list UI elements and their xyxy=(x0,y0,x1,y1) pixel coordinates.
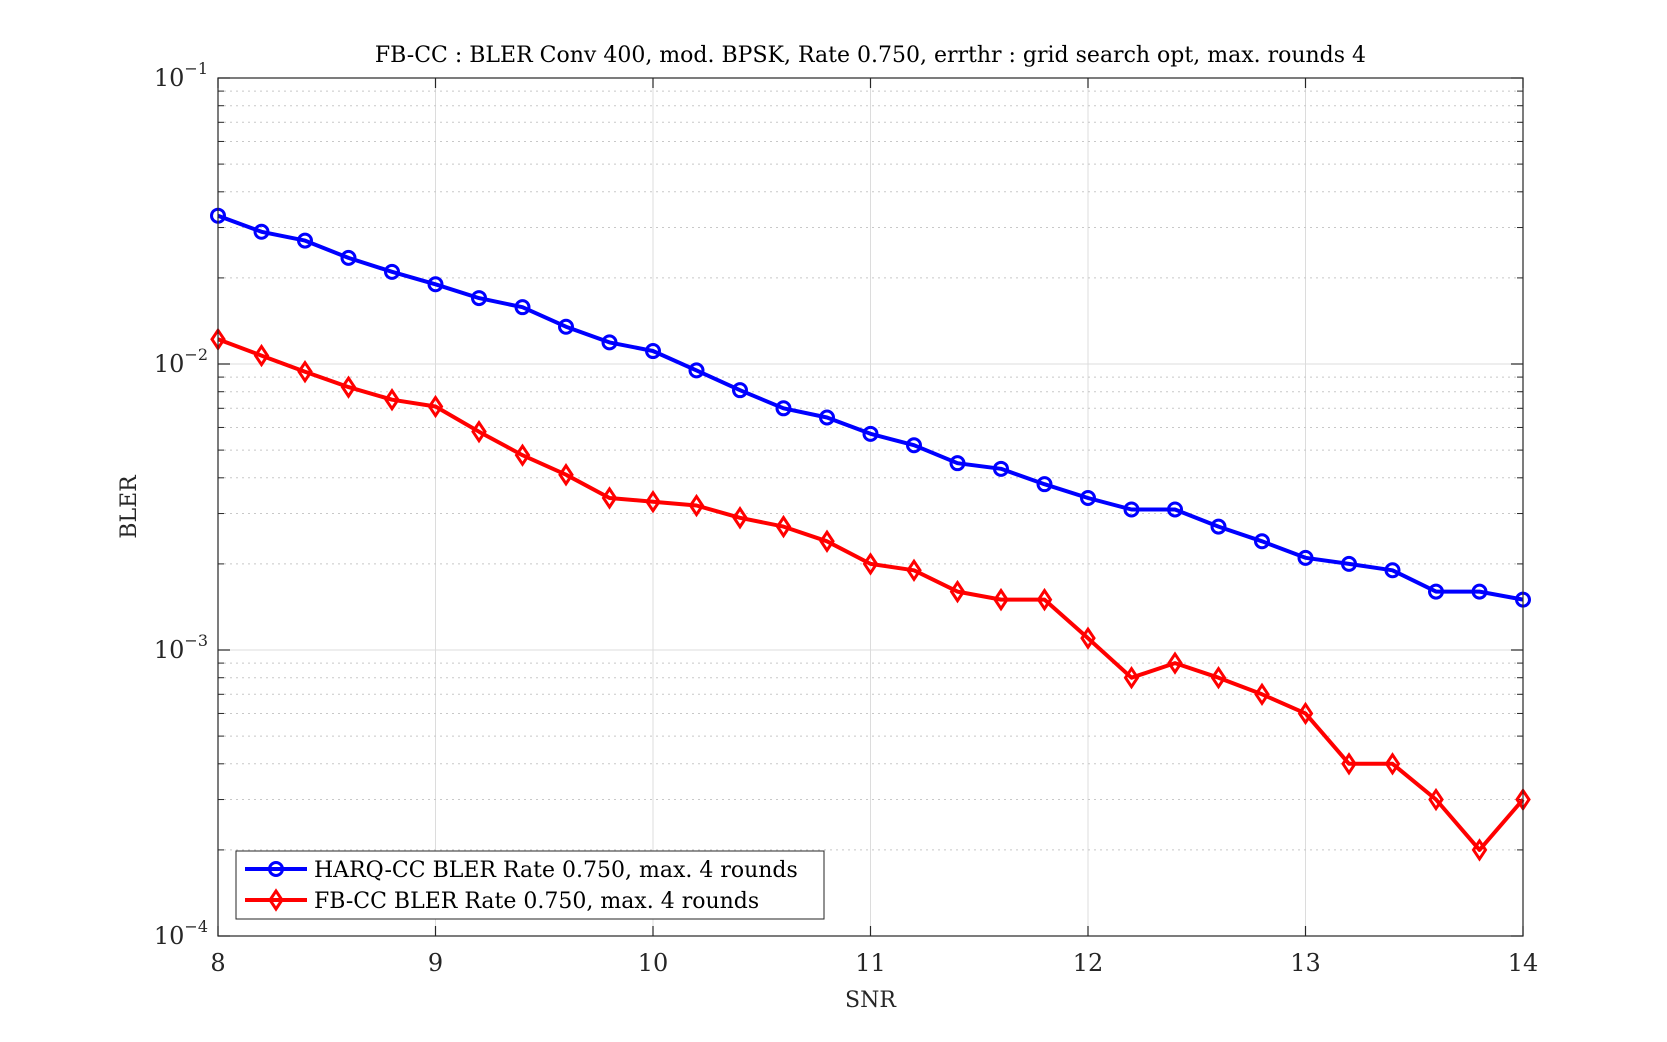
harq-cc-data-point xyxy=(1123,501,1140,518)
harq-cc-data-point xyxy=(1080,489,1096,506)
fb-cc-data-point xyxy=(297,359,313,384)
harq-cc-data-point xyxy=(1384,562,1401,579)
fb-cc-data-point xyxy=(1123,666,1140,690)
x-tick-label: 8 xyxy=(210,949,225,977)
x-axis-label: SNR xyxy=(845,988,897,1013)
series-line-fb-cc xyxy=(217,337,1525,852)
legend: HARQ-CC BLER Rate 0.750, max. 4 rounds F… xyxy=(235,850,825,920)
harq-cc-data-point xyxy=(819,409,835,426)
fb-cc-data-point xyxy=(1428,787,1444,812)
fb-cc-data-point xyxy=(775,514,792,539)
fb-cc-data-point xyxy=(253,343,270,368)
fb-cc-data-point xyxy=(819,529,835,553)
fb-cc-data-point xyxy=(1080,626,1096,650)
x-tick-label: 13 xyxy=(1290,949,1321,977)
harq-cc-data-point xyxy=(949,455,966,472)
fb-cc-data-point xyxy=(601,486,618,510)
fb-cc-data-point xyxy=(1167,651,1183,675)
harq-cc-data-point xyxy=(1341,555,1357,572)
harq-cc-data-point xyxy=(253,223,270,240)
harq-cc-data-point xyxy=(1297,549,1314,566)
fb-cc-data-point xyxy=(906,558,922,582)
harq-cc-data-point xyxy=(775,400,792,417)
harq-cc-data-point xyxy=(601,334,618,351)
x-tick-label: 10 xyxy=(638,949,669,977)
legend-label-harq-cc: HARQ-CC BLER Rate 0.750, max. 4 rounds xyxy=(314,858,798,883)
x-tick-label: 12 xyxy=(1073,949,1104,977)
series-line-harq-cc xyxy=(217,213,1524,602)
legend-entry-harq-cc: HARQ-CC BLER Rate 0.750, max. 4 rounds xyxy=(245,858,798,883)
fb-cc-data-point xyxy=(993,587,1009,612)
fb-cc-data-point xyxy=(688,493,705,518)
harq-cc-data-point xyxy=(340,249,357,266)
fb-cc-data-point xyxy=(558,463,574,487)
harq-cc-data-point xyxy=(1210,518,1227,535)
fb-cc-data-point xyxy=(949,579,966,604)
x-tick-label: 9 xyxy=(428,949,443,977)
harq-cc-data-point xyxy=(732,382,748,399)
harq-cc-data-point xyxy=(862,425,879,442)
fb-cc-data-point xyxy=(1341,752,1357,776)
tick-labels: 8 9 10 11 12 13 14 10−1 10−2 10−3 10−4 xyxy=(154,59,1538,977)
harq-cc-data-point xyxy=(993,460,1009,477)
harq-cc-data-point xyxy=(645,343,661,360)
fb-cc-data-point xyxy=(1471,838,1488,862)
legend-entry-fb-cc: FB-CC BLER Rate 0.750, max. 4 rounds xyxy=(245,888,759,914)
harq-cc-data-point xyxy=(1036,476,1053,493)
legend-box xyxy=(235,850,825,920)
y-axis-label: BLER xyxy=(117,474,142,539)
harq-cc-data-point xyxy=(1167,501,1183,518)
legend-marker-harq-cc xyxy=(268,861,284,877)
y-tick-label: 10−3 xyxy=(154,631,208,664)
harq-cc-data-point xyxy=(514,299,531,316)
fb-cc-data-point xyxy=(471,419,487,444)
fb-cc-data-point xyxy=(1297,701,1314,726)
harq-cc-data-point xyxy=(558,318,574,335)
fb-cc-data-point xyxy=(645,490,661,514)
fb-cc-data-point xyxy=(1036,587,1053,612)
harq-cc-data-point xyxy=(297,232,313,249)
harq-cc-data-point xyxy=(1428,583,1444,600)
chart-title: FB-CC : BLER Conv 400, mod. BPSK, Rate 0… xyxy=(375,43,1366,68)
harq-cc-data-point xyxy=(1254,533,1270,550)
harq-cc-data-point xyxy=(906,437,922,454)
harq-cc-data-point xyxy=(688,362,705,379)
fb-cc-data-point xyxy=(1210,666,1227,690)
fb-cc-data-point xyxy=(340,375,357,399)
fb-cc-data-point xyxy=(1254,682,1270,707)
x-tick-label: 14 xyxy=(1508,949,1539,977)
fb-cc-data-point xyxy=(732,506,748,530)
harq-cc-data-point xyxy=(427,276,444,293)
fb-cc-data-point xyxy=(514,443,531,467)
harq-cc-data-point xyxy=(471,290,487,307)
y-tick-label: 10−2 xyxy=(154,345,208,378)
x-tick-label: 11 xyxy=(855,949,886,977)
legend-label-fb-cc: FB-CC BLER Rate 0.750, max. 4 rounds xyxy=(314,889,759,914)
fb-cc-data-point xyxy=(384,388,400,412)
legend-marker-fb-cc xyxy=(268,888,284,912)
harq-cc-data-point xyxy=(1471,583,1488,600)
fb-cc-data-point xyxy=(427,394,444,419)
y-tick-label: 10−4 xyxy=(154,917,208,950)
plot-frame xyxy=(217,77,1524,937)
fb-cc-data-point xyxy=(1384,752,1401,776)
y-tick-label: 10−1 xyxy=(154,59,208,92)
harq-cc-data-point xyxy=(384,263,400,280)
fb-cc-data-point xyxy=(862,552,879,576)
series-layer xyxy=(210,207,1531,862)
